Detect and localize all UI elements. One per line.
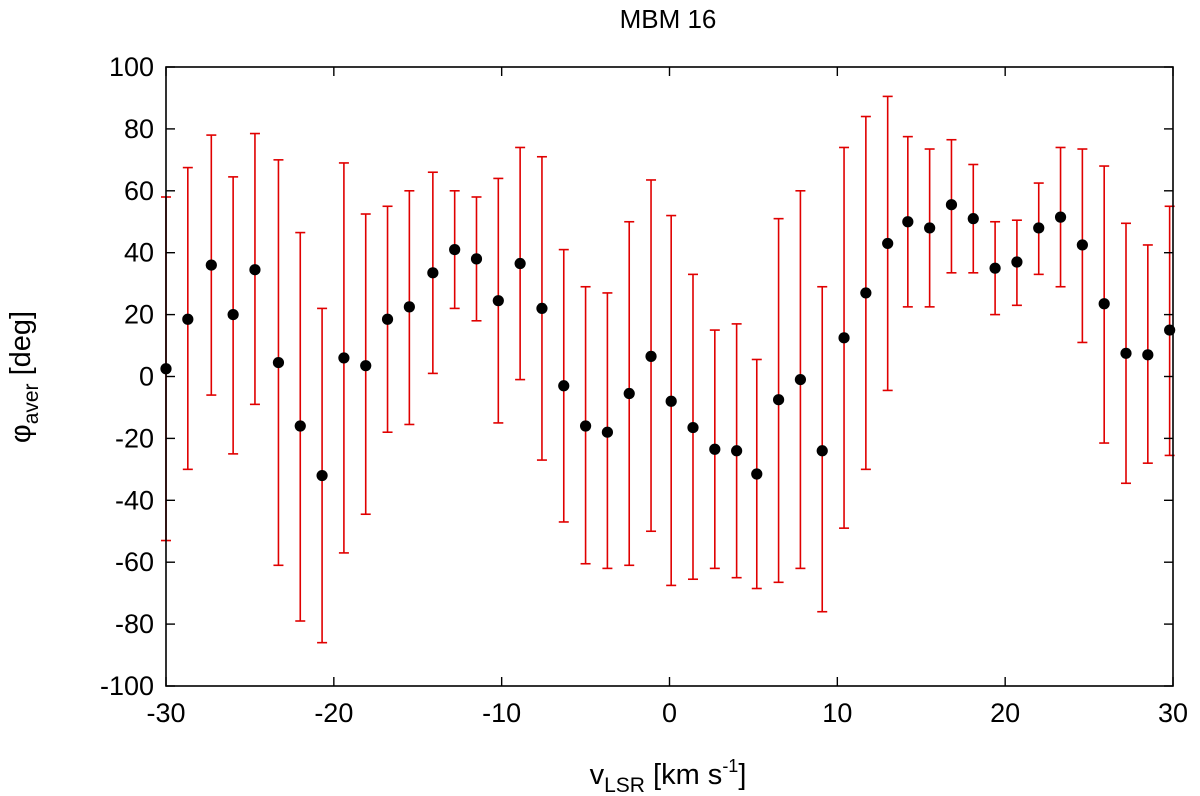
y-tick-label: 60: [124, 176, 154, 206]
data-point: [1098, 298, 1110, 310]
y-tick-label: 40: [124, 238, 154, 268]
x-tick-label: -30: [146, 698, 185, 728]
y-tick-label: -40: [115, 485, 154, 515]
y-tick-label: -60: [115, 547, 154, 577]
plot-frame: [165, 66, 1174, 687]
data-point: [1076, 239, 1088, 251]
x-axis-label-main: v: [590, 759, 605, 791]
data-point: [860, 287, 872, 299]
data-point: [427, 267, 439, 279]
data-point: [902, 216, 914, 228]
x-axis-label-post: ]: [738, 759, 746, 791]
data-point: [272, 356, 285, 369]
x-axis-label-pre: [km s: [645, 759, 722, 791]
data-point: [1054, 211, 1067, 223]
data-point: [989, 262, 1001, 274]
y-tick-label: -100: [100, 671, 154, 701]
data-point: [338, 352, 350, 364]
data-point: [403, 301, 415, 313]
x-tick-label: 30: [1158, 698, 1188, 728]
data-point: [360, 360, 372, 372]
x-tick-label: -10: [482, 698, 521, 728]
data-point: [227, 309, 239, 321]
data-point: [794, 373, 807, 386]
data-point: [294, 420, 306, 432]
x-tick-label: -20: [314, 698, 353, 728]
y-tick-label: -80: [115, 609, 154, 639]
data-point: [205, 259, 217, 271]
data-point: [731, 445, 743, 457]
data-point: [182, 313, 194, 325]
data-point: [816, 445, 828, 457]
data-point: [1142, 349, 1154, 361]
x-axis-label: vLSR [km s-1]: [590, 756, 747, 796]
data-point: [249, 264, 261, 276]
chart-title: MBM 16: [620, 4, 717, 34]
data-point: [838, 332, 850, 344]
y-tick-label: -20: [115, 423, 154, 453]
data-point: [449, 244, 461, 256]
data-point: [381, 313, 394, 325]
error-bars: [161, 95, 1175, 644]
data-point: [601, 426, 614, 438]
data-point: [709, 443, 721, 455]
y-axis-label-sub: aver: [20, 383, 43, 424]
data-point: [751, 468, 763, 480]
data-point: [558, 380, 570, 392]
data-point: [492, 295, 504, 307]
data-point: [623, 387, 635, 400]
x-axis-ticks: -30 -20 -10 0 10 20 30: [146, 67, 1188, 728]
data-point: [1011, 256, 1023, 268]
y-tick-label: 20: [124, 300, 154, 330]
data-point: [470, 253, 483, 265]
data-point: [772, 394, 785, 406]
data-point: [1120, 347, 1132, 359]
data-point: [579, 420, 592, 432]
data-point: [1033, 222, 1045, 234]
x-axis-label-sub: LSR: [604, 774, 645, 796]
data-point: [645, 350, 657, 362]
y-tick-label: 0: [139, 362, 154, 392]
data-point: [316, 469, 328, 482]
data-point: [945, 199, 958, 211]
x-axis-label-sup: -1: [722, 756, 738, 776]
data-point: [882, 237, 894, 250]
data-point: [514, 257, 526, 270]
y-tick-label: 100: [109, 52, 154, 82]
y-axis-label: φaver [deg]: [5, 311, 43, 443]
data-point: [536, 302, 548, 315]
data-point: [687, 421, 699, 434]
x-tick-label: 0: [662, 698, 677, 728]
y-axis-label-post: [deg]: [5, 311, 37, 384]
data-point: [924, 222, 936, 234]
y-axis-label-main: φ: [5, 424, 37, 443]
y-axis-ticks: -100 -80 -60 -40 -20 0 20 40 60 80 100: [100, 52, 1173, 701]
data-points: [160, 199, 1176, 482]
data-point: [665, 395, 677, 407]
data-point: [967, 213, 979, 225]
x-tick-label: 20: [990, 698, 1020, 728]
x-tick-label: 10: [822, 698, 852, 728]
y-tick-label: 80: [124, 114, 154, 144]
